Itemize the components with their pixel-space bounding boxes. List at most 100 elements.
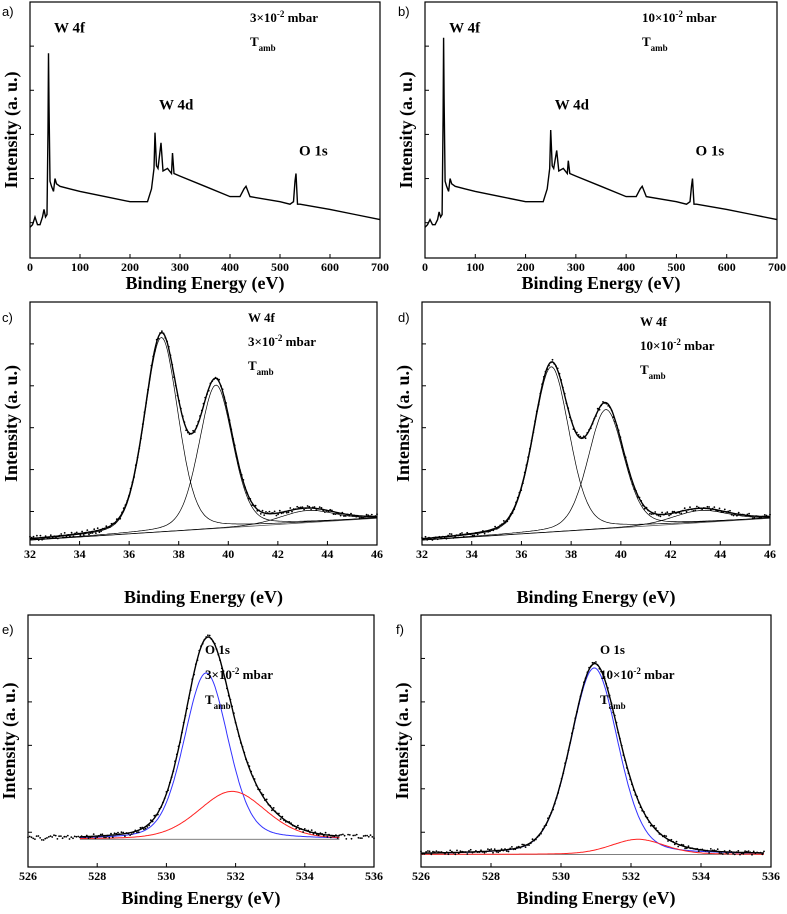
data-point: [495, 850, 498, 853]
data-point: [506, 520, 509, 523]
x-tick-label: 526: [19, 869, 37, 883]
data-point: [322, 509, 325, 512]
data-point: [567, 749, 570, 752]
data-point: [70, 531, 73, 534]
data-point: [559, 785, 561, 787]
data-point: [574, 430, 576, 432]
data-point: [690, 508, 693, 511]
data-point: [343, 515, 345, 517]
data-point: [75, 531, 78, 534]
data-point: [716, 848, 719, 851]
data-point: [668, 839, 671, 842]
x-tick-label: 700: [371, 260, 389, 274]
data-point: [600, 404, 603, 407]
data-point: [347, 833, 349, 836]
data-point: [222, 670, 225, 672]
data-point: [44, 837, 47, 840]
data-point: [229, 698, 232, 701]
plot-frame: [27, 614, 375, 868]
data-point: [208, 634, 211, 637]
data-point: [160, 806, 163, 808]
data-point: [718, 507, 721, 510]
data-point: [316, 833, 318, 836]
data-point: [497, 851, 500, 854]
annotation-tail: mbar: [284, 10, 318, 25]
data-point: [756, 515, 759, 518]
data-point: [447, 853, 450, 856]
annotation-text: O 1s: [205, 642, 230, 657]
data-point: [300, 828, 303, 830]
data-point: [727, 852, 729, 855]
data-point: [234, 721, 237, 724]
data-point: [596, 407, 599, 410]
data-point: [758, 852, 760, 854]
data-point: [245, 758, 247, 761]
data-point: [77, 532, 80, 535]
data-point: [324, 831, 327, 834]
data-point: [511, 846, 513, 848]
data-point: [615, 721, 618, 724]
data-point: [352, 834, 355, 837]
data-point: [548, 364, 550, 367]
data-point: [133, 476, 136, 478]
data-point: [309, 831, 311, 834]
peak-label: O 1s: [299, 144, 328, 160]
data-point: [478, 532, 481, 534]
data-point: [422, 538, 425, 541]
data-point: [278, 812, 280, 815]
x-axis-label: Binding Energy (eV): [516, 587, 675, 608]
data-point: [202, 402, 205, 405]
data-point: [184, 714, 187, 717]
data-point: [533, 839, 536, 842]
data-point: [637, 801, 640, 804]
data-point: [139, 826, 142, 829]
data-point: [504, 521, 507, 524]
data-point: [511, 512, 514, 514]
data-point: [433, 537, 436, 539]
data-point: [315, 509, 318, 511]
data-point: [440, 537, 442, 540]
data-point: [499, 524, 502, 527]
data-point: [231, 705, 234, 708]
data-point: [189, 689, 192, 692]
data-point: [70, 836, 73, 838]
data-point: [471, 534, 474, 537]
data-point: [739, 853, 741, 856]
data-point: [169, 354, 172, 357]
x-tick-label: 34: [74, 547, 86, 561]
data-point: [481, 851, 484, 853]
data-point: [433, 851, 436, 854]
data-point: [744, 514, 747, 517]
data-point: [366, 834, 368, 837]
data-point: [40, 839, 43, 841]
data-point: [633, 488, 636, 491]
data-point: [106, 834, 109, 837]
data-point: [240, 474, 243, 476]
data-point: [448, 533, 451, 535]
data-point: [560, 379, 563, 381]
data-point: [450, 533, 453, 535]
data-point: [321, 833, 323, 835]
data-point: [89, 532, 92, 534]
condition-annotation: Tamb: [250, 34, 276, 53]
data-point: [191, 678, 194, 680]
data-point: [130, 833, 133, 835]
data-point: [339, 514, 342, 517]
data-point: [529, 447, 531, 450]
data-point: [287, 511, 290, 514]
data-point: [246, 761, 249, 764]
peak-label: W 4f: [449, 21, 481, 37]
data-point: [62, 536, 64, 539]
data-point: [111, 836, 114, 839]
data-point: [715, 850, 717, 852]
data-point: [197, 420, 200, 423]
x-tick-label: 38: [173, 547, 185, 561]
data-point: [658, 833, 661, 835]
data-point: [586, 671, 589, 674]
data-point: [529, 842, 532, 845]
data-point: [247, 497, 250, 500]
data-point: [196, 659, 199, 661]
data-point: [709, 848, 712, 850]
data-point: [34, 538, 37, 541]
data-point: [65, 535, 68, 538]
